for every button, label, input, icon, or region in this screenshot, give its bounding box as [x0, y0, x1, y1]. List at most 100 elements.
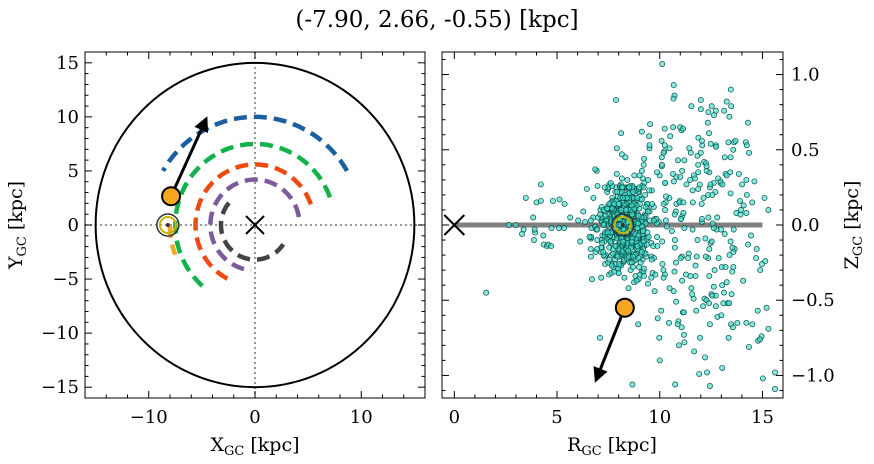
scatter-point — [721, 107, 728, 114]
scatter-point — [722, 264, 729, 271]
scatter-point — [702, 253, 709, 260]
scatter-point — [670, 170, 677, 177]
scatter-point — [618, 175, 625, 182]
scatter-point — [740, 202, 747, 209]
scatter-point — [663, 223, 670, 230]
scatter-point — [549, 197, 556, 204]
scatter-point — [772, 369, 778, 376]
scatter-point — [674, 321, 681, 328]
scatter-point — [715, 255, 722, 262]
scatter-point — [598, 274, 605, 281]
scatter-point — [723, 172, 730, 179]
scatter-point — [749, 321, 756, 328]
scatter-point — [729, 324, 736, 331]
scatter-point — [594, 237, 601, 243]
scatter-point — [740, 277, 747, 284]
scatter-point — [721, 154, 728, 161]
galactic-center-marker — [245, 215, 265, 235]
scatter-point — [613, 170, 620, 177]
scatter-point — [650, 217, 657, 224]
scatter-point — [729, 244, 736, 251]
scatter-point — [694, 237, 701, 243]
scatter-point — [531, 226, 538, 233]
scatter-point — [689, 226, 696, 233]
scatter-point — [646, 187, 653, 194]
scatter-point — [708, 103, 715, 110]
scatter-point — [707, 140, 714, 147]
scatter-point — [604, 205, 610, 212]
scatter-point — [678, 324, 685, 331]
scatter-point — [759, 375, 766, 382]
scatter-point — [641, 155, 648, 162]
scatter-point — [723, 98, 730, 105]
x-tick-label: 10 — [648, 407, 671, 428]
y-tick-label: 5 — [68, 161, 79, 182]
scatter-point — [688, 285, 695, 292]
figure-title: (-7.90, 2.66, -0.55) [kpc] — [295, 7, 578, 33]
x-tick-label: 15 — [751, 407, 774, 428]
scatter-point — [728, 291, 735, 298]
scatter-point — [675, 342, 682, 349]
y-tick-label: 0 — [68, 215, 79, 236]
scatter-point — [721, 289, 727, 296]
scatter-point — [577, 238, 584, 245]
right-y-axis-label: ZGC [kpc] — [841, 181, 866, 270]
scatter-point — [720, 300, 727, 307]
scatter-point — [679, 277, 686, 284]
scatter-point — [744, 119, 751, 126]
star-marker — [161, 186, 182, 207]
scatter-point — [681, 331, 687, 338]
scatter-point — [675, 157, 681, 164]
scatter-point — [673, 298, 680, 305]
scatter-point — [505, 222, 512, 228]
scatter-point — [640, 265, 647, 272]
scatter-point — [620, 194, 627, 201]
star-marker — [614, 297, 635, 318]
scatter-point — [666, 145, 673, 152]
scatter-point — [649, 200, 656, 207]
scatter-point — [647, 121, 654, 128]
sun-marker-dot — [620, 223, 625, 227]
scatter-point — [666, 285, 673, 292]
scatter-point — [637, 259, 644, 266]
scatter-point — [719, 282, 726, 289]
scatter-point — [719, 364, 726, 371]
scatter-point — [706, 246, 713, 253]
scatter-point — [670, 178, 677, 185]
scatter-point — [659, 161, 665, 168]
scatter-point — [640, 161, 647, 168]
scatter-point — [697, 106, 704, 113]
scatter-point — [695, 161, 702, 168]
scatter-point — [660, 274, 667, 281]
scatter-point — [687, 176, 694, 183]
scatter-point — [640, 273, 647, 280]
scatter-point — [680, 309, 687, 316]
scatter-point — [703, 163, 710, 170]
scatter-point — [730, 226, 737, 233]
y-tick-label: −0.5 — [791, 290, 835, 311]
scatter-point — [712, 107, 719, 114]
scatter-point — [512, 222, 519, 228]
scatter-point — [743, 142, 750, 149]
spiral-arm-2 — [173, 141, 333, 289]
scatter-point — [757, 267, 764, 274]
scatter-point — [619, 184, 626, 191]
scatter-point — [654, 169, 661, 176]
scatter-point — [727, 238, 734, 245]
scatter-point — [696, 181, 703, 188]
scatter-point — [608, 262, 615, 269]
scatter-point — [677, 255, 684, 262]
scatter-point — [601, 184, 608, 191]
scatter-point — [677, 216, 684, 222]
scatter-point — [726, 113, 733, 120]
scatter-point — [614, 253, 621, 260]
scatter-point — [670, 124, 677, 131]
scatter-point — [692, 262, 699, 269]
scatter-point — [691, 348, 698, 355]
scatter-point — [668, 228, 675, 234]
scatter-point — [646, 133, 653, 140]
scatter-point — [713, 143, 719, 150]
scatter-point — [607, 238, 614, 245]
scatter-point — [706, 130, 712, 137]
